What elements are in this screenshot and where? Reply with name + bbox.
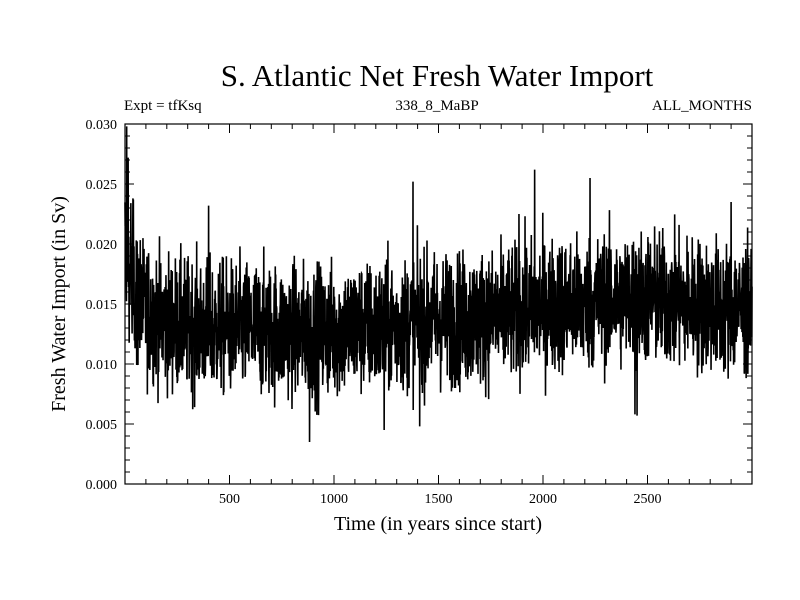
x-tick-label: 2500 <box>634 492 662 507</box>
y-tick-label: 0.000 <box>86 478 118 493</box>
x-tick-label: 1500 <box>425 492 453 507</box>
y-axis-label: Fresh Water Import (in Sv) <box>48 196 70 412</box>
plot-frame <box>124 123 753 485</box>
series-line <box>124 126 753 443</box>
x-axis: 500 1000 1500 2000 2500 <box>145 124 732 507</box>
y-tick-label: 0.010 <box>86 358 118 373</box>
y-axis: 0.000 0.005 0.010 0.015 0.020 0.025 0.030 <box>86 118 752 493</box>
chart-title: S. Atlantic Net Fresh Water Import <box>221 58 654 93</box>
months-label: ALL_MONTHS <box>652 98 752 114</box>
x-tick-label: 500 <box>219 492 240 507</box>
experiment-label: Expt = tfKsq <box>124 98 202 114</box>
run-label: 338_8_MaBP <box>395 98 478 114</box>
series-group <box>124 126 753 443</box>
y-tick-label: 0.015 <box>86 298 118 313</box>
y-tick-label: 0.005 <box>86 418 118 433</box>
y-tick-label: 0.030 <box>86 118 118 133</box>
y-tick-label: 0.020 <box>86 238 118 253</box>
x-tick-label: 2000 <box>529 492 557 507</box>
y-tick-label: 0.025 <box>86 178 118 193</box>
x-axis-label: Time (in years since start) <box>334 513 542 535</box>
x-tick-label: 1000 <box>320 492 348 507</box>
